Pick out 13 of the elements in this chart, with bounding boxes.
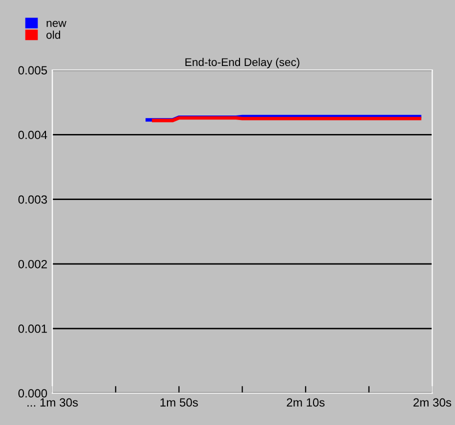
x-tick-label: ... 1m 30s — [27, 398, 78, 407]
y-tick-label: 0.005 — [18, 66, 47, 75]
legend-label: new — [46, 20, 66, 27]
legend-label: old — [46, 30, 60, 39]
x-tick-label: 1m 50s — [160, 398, 198, 407]
x-tick-label: 2m 10s — [286, 398, 325, 407]
chart-title: End-to-End Delay (sec) — [185, 58, 300, 68]
y-tick-label: 0.002 — [18, 260, 47, 268]
y-tick-label: 0.000 — [18, 389, 48, 398]
y-tick-label: 0.004 — [18, 130, 48, 140]
y-tick-label: 0.001 — [18, 324, 47, 333]
y-tick-label: 0.003 — [18, 195, 47, 204]
x-tick-label: 2m 30s — [413, 398, 452, 407]
